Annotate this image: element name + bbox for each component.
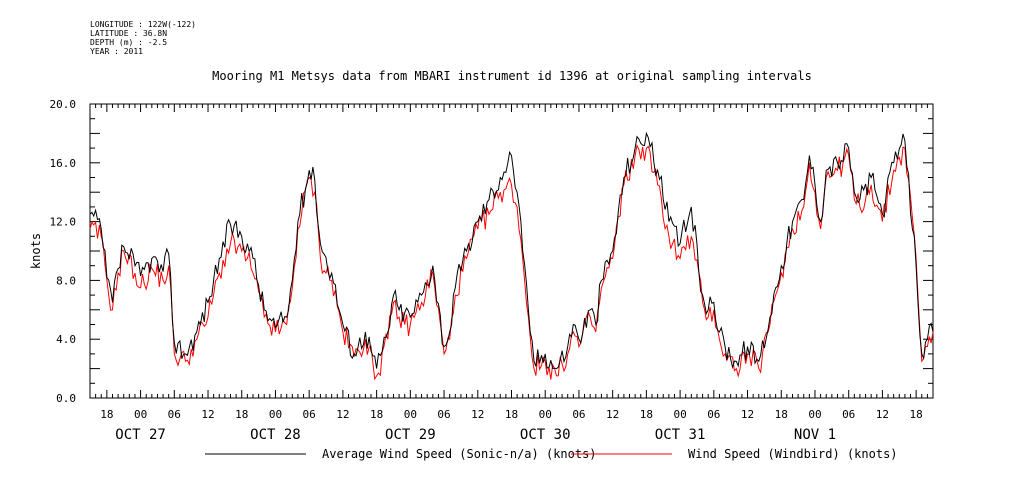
x-date-label: OCT 27 [115,427,166,443]
legend-windbird-label: Wind Speed (Windbird) (knots) [688,447,898,461]
x-hour-label: 18 [235,408,248,421]
x-hour-label: 00 [673,408,686,421]
y-tick-label: 4.0 [56,333,76,346]
x-date-label: OCT 30 [520,427,571,443]
x-hour-label: 00 [808,408,821,421]
x-date-labels: OCT 27 OCT 28 OCT 29 OCT 30 OCT 31 NOV 1 [115,427,836,443]
y-tick-label: 8.0 [56,274,76,287]
axis-ticks [89,103,934,399]
chart-title: Mooring M1 Metsys data from MBARI instru… [212,69,812,83]
x-hour-label: 06 [572,408,585,421]
x-hour-label: 12 [336,408,349,421]
longitude-label: LONGITUDE : 122W(-122) [90,20,196,29]
x-hour-label: 06 [168,408,181,421]
x-hour-label: 12 [606,408,619,421]
series-windbird-line [89,144,934,381]
y-tick-labels: 0.0 4.0 8.0 12.0 16.0 20.0 [50,98,77,405]
series-sonic-line [89,131,934,370]
legend-sonic-label: Average Wind Speed (Sonic-n/a) (knots) [322,447,597,461]
y-tick-label: 16.0 [50,157,77,170]
x-hour-label: 06 [303,408,316,421]
x-date-label: NOV 1 [794,427,836,443]
x-hour-label: 12 [471,408,484,421]
x-hour-label: 00 [269,408,282,421]
x-hour-labels: 18 00 06 12 18 00 06 12 18 00 06 12 18 00 06 12 18 00 06 12… [100,408,923,421]
x-hour-label: 06 [842,408,855,421]
x-hour-label: 18 [370,408,383,421]
mooring-metadata: LONGITUDE : 122W(-122) LATITUDE : 36.8N … [90,20,196,56]
x-hour-label: 18 [100,408,113,421]
x-hour-label: 18 [505,408,518,421]
x-date-label: OCT 31 [655,427,706,443]
y-tick-label: 0.0 [56,392,76,405]
x-hour-label: 00 [134,408,147,421]
x-hour-label: 12 [741,408,754,421]
x-hour-label: 06 [707,408,720,421]
x-hour-label: 18 [910,408,923,421]
x-hour-label: 00 [539,408,552,421]
latitude-label: LATITUDE : 36.8N [90,29,168,38]
plot-frame [89,103,934,399]
x-hour-label: 12 [876,408,889,421]
x-hour-label: 12 [201,408,214,421]
x-hour-label: 18 [640,408,653,421]
x-date-label: OCT 28 [250,427,301,443]
x-hour-label: 06 [437,408,450,421]
depth-label: DEPTH (m) : -2.5 [90,38,168,47]
x-date-label: OCT 29 [385,427,436,443]
year-label: YEAR : 2011 [90,47,143,56]
x-hour-label: 00 [404,408,417,421]
legend: Average Wind Speed (Sonic-n/a) (knots) W… [205,447,898,461]
y-tick-label: 20.0 [50,98,77,111]
y-tick-label: 12.0 [50,216,77,229]
series-lines [89,131,934,381]
x-hour-label: 18 [775,408,788,421]
y-axis-label: knots [29,233,43,269]
